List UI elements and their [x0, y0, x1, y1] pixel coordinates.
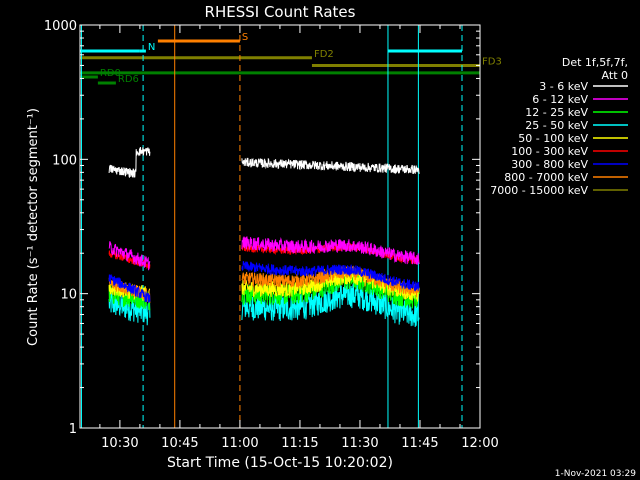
y-tick-label: 1000 [44, 19, 77, 34]
series-line [241, 261, 420, 292]
x-tick-label: 10:45 [161, 436, 198, 451]
x-axis-label: Start Time (15-Oct-15 10:20:02) [167, 455, 393, 471]
series-line [108, 289, 151, 326]
axes: 1 10 100 1000 10:30 10:45 11:00 11:15 11:30 11:45… [44, 19, 499, 451]
y-tick-label: 1 [69, 422, 77, 437]
legend-entry-label: 800 - 7000 keV [504, 171, 588, 184]
series-line [241, 281, 420, 328]
legend-entry-label: 300 - 800 keV [511, 158, 588, 171]
series-line [241, 236, 420, 265]
series-line [108, 274, 151, 303]
series-line [241, 157, 420, 175]
series-line [108, 147, 151, 179]
plot-frame [79, 24, 481, 429]
legend-header: Att 0 [602, 69, 628, 82]
legend-entry-label: 7000 - 15000 keV [490, 184, 588, 197]
series-lines [108, 147, 420, 328]
chart-title: RHESSI Count Rates [205, 3, 356, 21]
flag-label: FD2 [314, 49, 334, 60]
legend-entry-label: 3 - 6 keV [539, 80, 588, 93]
flag-label: RD6 [118, 74, 139, 85]
x-tick-label: 11:15 [281, 436, 318, 451]
x-tick-label: 11:30 [341, 436, 378, 451]
y-tick-label: 10 [60, 288, 77, 303]
legend-entry-label: 50 - 100 keV [518, 132, 588, 145]
legend-header: Det 1f,5f,7f, [562, 56, 628, 69]
y-tick-label: 100 [52, 153, 77, 168]
legend-entry-label: 12 - 25 keV [525, 106, 588, 119]
flag-label: RD0 [100, 68, 121, 79]
y-axis-label: Count Rate (s⁻¹ detector segment⁻¹) [26, 108, 41, 346]
flag-label: N [148, 42, 155, 53]
flag-label: S [242, 32, 248, 43]
vertical-markers [80, 25, 463, 428]
flag-label: FD3 [482, 56, 502, 67]
x-tick-label: 11:45 [401, 436, 438, 451]
timestamp: 1-Nov-2021 03:29 [555, 469, 637, 479]
x-tick-label: 12:00 [461, 436, 498, 451]
x-tick-label: 11:00 [221, 436, 258, 451]
legend-entry-label: 6 - 12 keV [532, 93, 588, 106]
legend-entry-label: 25 - 50 keV [525, 119, 588, 132]
x-tick-label: 10:30 [101, 436, 138, 451]
series-line [108, 240, 151, 271]
legend-entry-label: 100 - 300 keV [511, 145, 588, 158]
series-line [241, 268, 420, 302]
